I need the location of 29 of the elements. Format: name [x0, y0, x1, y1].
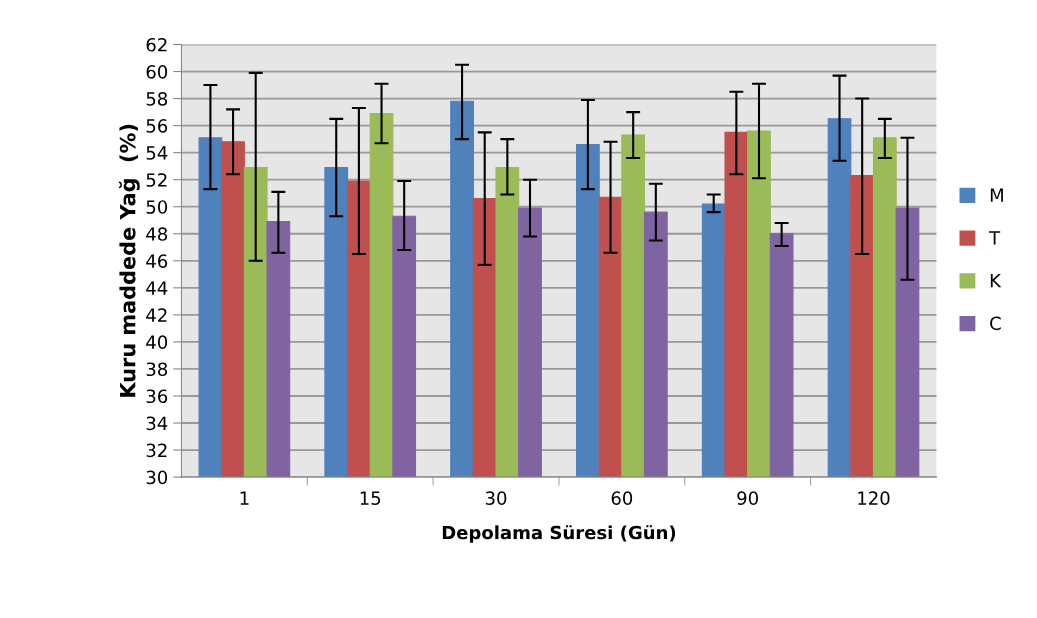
y-tick-label: 52 [146, 173, 167, 187]
y-tick-label: 60 [146, 64, 168, 79]
y-tick-label: 42 [146, 308, 167, 322]
y-tick-label: 54 [146, 146, 168, 160]
y-tick-label: 34 [146, 416, 168, 431]
x-tick-label: 120 [858, 491, 890, 505]
y-tick-label: 30 [146, 470, 168, 485]
legend-label: C [990, 316, 1001, 331]
y-tick-label: 32 [146, 443, 167, 458]
y-tick-label: 38 [146, 362, 168, 377]
y-tick-label: 44 [146, 281, 168, 295]
y-tick-label: 56 [146, 119, 168, 133]
x-tick-label: 1 [240, 491, 249, 505]
y-tick-label: 62 [146, 37, 167, 52]
y-tick-label: 58 [146, 92, 168, 106]
y-tick-label: 46 [146, 254, 168, 268]
y-tick-label: 50 [146, 200, 168, 214]
legend-label: K [990, 273, 1002, 288]
legend-label: M [990, 188, 1003, 202]
x-tick-label: 30 [485, 491, 507, 505]
y-tick-label: 36 [146, 389, 168, 404]
x-axis-title: Depolama Süresi (Gün) [442, 525, 676, 543]
y-axis-title: Kuru maddede Yağ (%) [118, 124, 140, 397]
x-tick-label: 90 [737, 491, 758, 505]
x-tick-label: 15 [360, 491, 381, 505]
legend-label: T [989, 231, 1001, 245]
y-tick-label: 48 [146, 227, 168, 241]
x-tick-label: 60 [611, 491, 633, 505]
y-tick-label: 40 [146, 335, 168, 350]
